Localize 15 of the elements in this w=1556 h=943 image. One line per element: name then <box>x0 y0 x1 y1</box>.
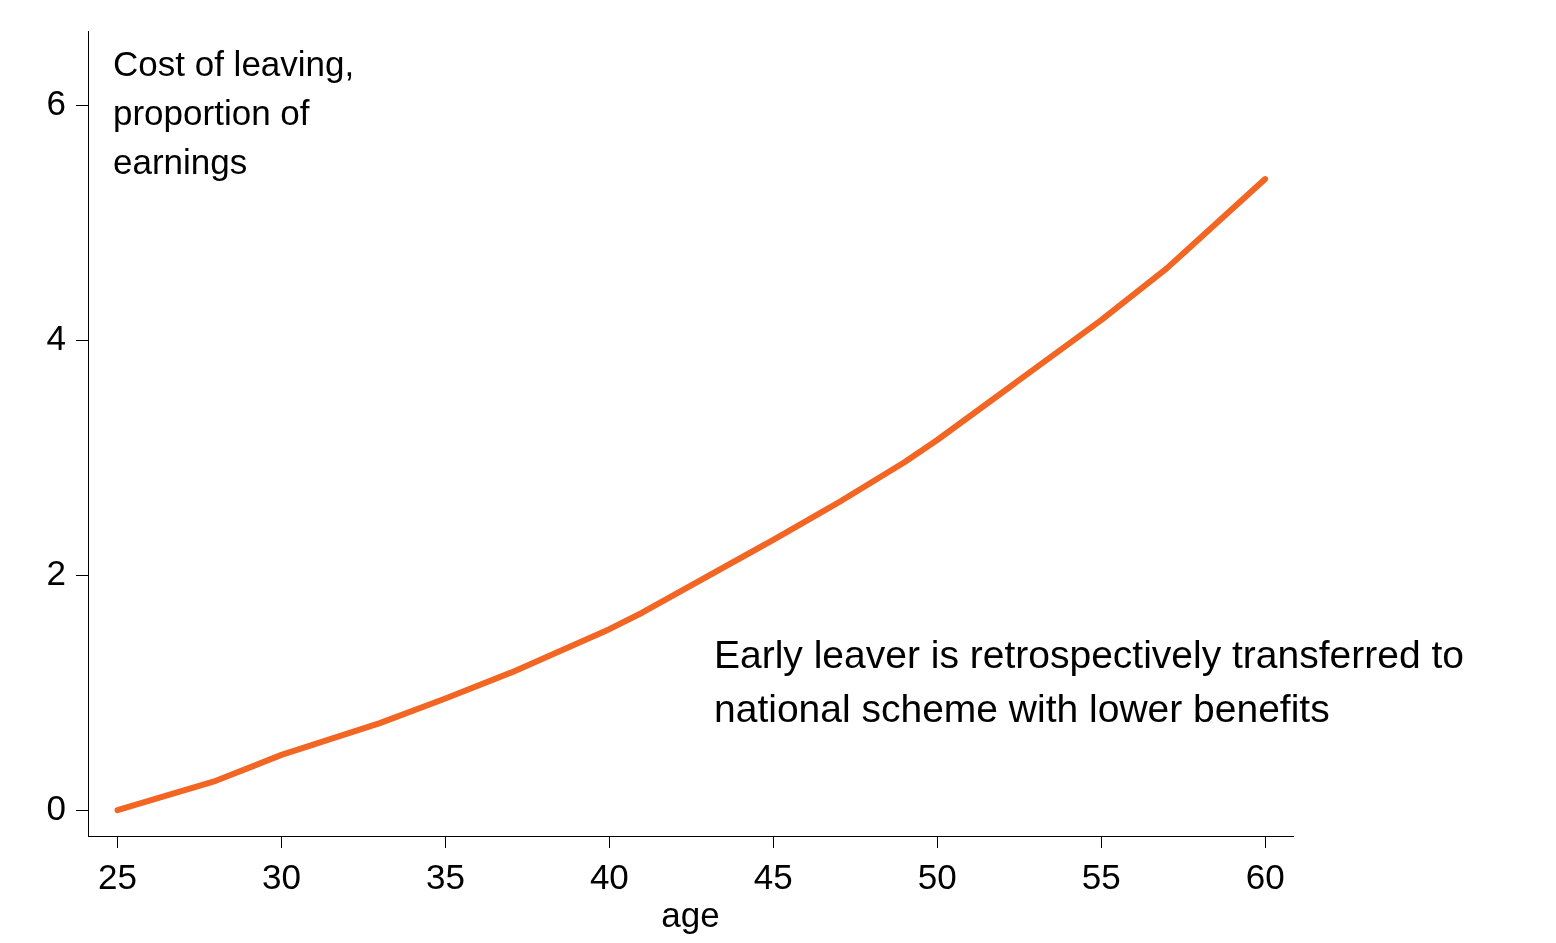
x-tick-label: 25 <box>98 856 137 896</box>
y-tick-label: 4 <box>46 317 66 357</box>
x-tick-label: 40 <box>589 856 629 896</box>
y-axis-title: Cost of leaving, proportion of earnings <box>113 44 355 182</box>
x-axis-title: age <box>661 895 720 935</box>
x-tick-label: 50 <box>917 856 957 896</box>
y-tick-label: 2 <box>46 552 66 592</box>
x-tick-label: 55 <box>1081 856 1121 896</box>
x-tick-label: 30 <box>261 856 301 896</box>
x-tick-label: 60 <box>1245 856 1285 896</box>
y-tick-label: 6 <box>46 82 66 122</box>
y-tick-label: 0 <box>46 787 66 827</box>
x-tick-label: 45 <box>753 856 793 896</box>
x-tick-label: 35 <box>425 856 465 896</box>
annotation: Early leaver is retrospectively transferred to national scheme with lower benefits <box>714 633 1464 731</box>
